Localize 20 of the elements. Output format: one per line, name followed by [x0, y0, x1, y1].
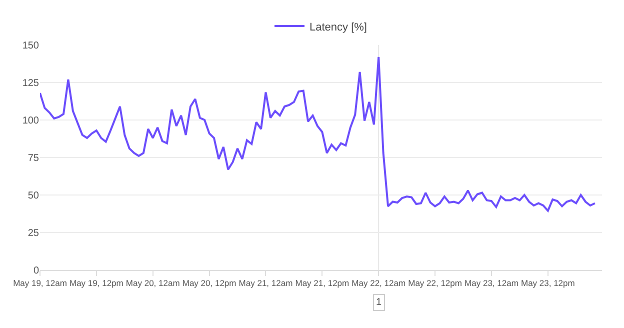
x-tick-label: May 19, 12am — [13, 278, 67, 288]
x-tick-label: May 23, 12pm — [520, 278, 575, 288]
line-series — [40, 56, 596, 212]
legend-label: Latency [%] — [310, 21, 367, 34]
y-tick-label: 0 — [33, 266, 40, 276]
x-tick-label: May 22, 12am — [352, 278, 406, 288]
ref-line-label: 1 — [376, 297, 382, 308]
y-tick-label: 50 — [28, 190, 40, 202]
x-tick-label: May 21, 12am — [238, 278, 293, 288]
y-tick-label: 150 — [22, 40, 40, 52]
y-tick-label: 125 — [22, 78, 40, 89]
x-tick-label: May 22, 12pm — [408, 278, 462, 288]
x-tick-label: May 20, 12pm — [182, 278, 236, 288]
x-tick-label: May 21, 12pm — [295, 278, 350, 288]
x-tick-label: May 19, 12pm — [70, 278, 124, 288]
y-tick-label: 25 — [28, 228, 40, 239]
y-tick-label: 100 — [22, 116, 40, 126]
x-tick-label: May 23, 12am — [464, 278, 518, 288]
x-tick-label: May 20, 12am — [126, 278, 180, 288]
y-tick-label: 75 — [28, 153, 40, 164]
